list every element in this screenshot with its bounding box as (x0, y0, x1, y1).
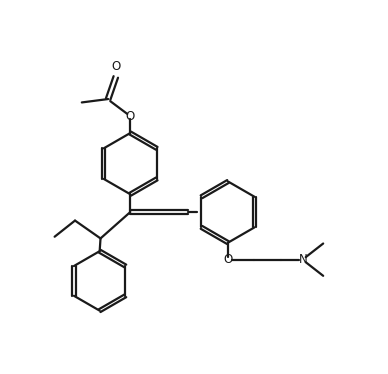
Text: O: O (126, 110, 135, 123)
Text: O: O (111, 60, 120, 73)
Text: O: O (223, 253, 233, 266)
Text: N: N (298, 253, 307, 266)
